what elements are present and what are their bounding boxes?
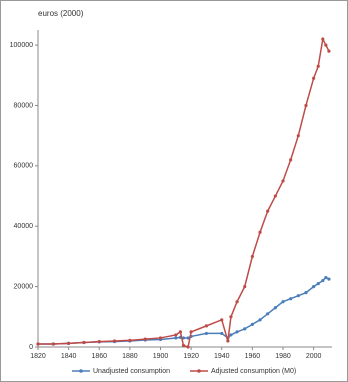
point bbox=[128, 338, 132, 342]
point bbox=[289, 158, 293, 162]
point bbox=[174, 336, 178, 340]
point bbox=[316, 64, 320, 68]
point bbox=[289, 297, 293, 301]
y-tick-label: 0 bbox=[29, 344, 33, 351]
y-tick-label: 60000 bbox=[14, 163, 34, 170]
point bbox=[266, 209, 270, 213]
point bbox=[97, 339, 101, 344]
legend-marker bbox=[79, 369, 83, 373]
x-tick-label: 1960 bbox=[245, 353, 261, 360]
point bbox=[324, 275, 328, 280]
point bbox=[235, 330, 239, 334]
point bbox=[312, 76, 316, 80]
point bbox=[174, 333, 178, 337]
x-tick-label: 1920 bbox=[183, 353, 199, 360]
point bbox=[312, 285, 316, 289]
point bbox=[250, 254, 254, 259]
point bbox=[258, 230, 262, 234]
point bbox=[235, 300, 239, 304]
point bbox=[82, 340, 86, 345]
point bbox=[321, 37, 325, 41]
point bbox=[321, 278, 325, 283]
point bbox=[273, 306, 277, 310]
point bbox=[327, 277, 331, 281]
x-tick-label: 2000 bbox=[306, 353, 322, 360]
point bbox=[273, 194, 277, 198]
y-tick-label: 100000 bbox=[10, 42, 33, 49]
point bbox=[327, 49, 331, 53]
point bbox=[296, 134, 300, 138]
x-tick-label: 1980 bbox=[275, 353, 291, 360]
point bbox=[67, 341, 71, 345]
point bbox=[143, 337, 147, 341]
point bbox=[220, 331, 224, 336]
point bbox=[250, 322, 254, 326]
point bbox=[304, 103, 308, 108]
y-tick-label: 20000 bbox=[14, 283, 34, 290]
point bbox=[243, 327, 247, 331]
point bbox=[281, 300, 285, 304]
x-tick-label: 1940 bbox=[214, 353, 230, 360]
x-tick-label: 1840 bbox=[61, 353, 77, 360]
point bbox=[316, 282, 320, 286]
point bbox=[186, 336, 190, 340]
point bbox=[304, 291, 308, 295]
point bbox=[266, 312, 270, 316]
point bbox=[36, 342, 40, 346]
x-tick-label: 1880 bbox=[122, 353, 138, 360]
y-tick-label: 40000 bbox=[14, 223, 34, 230]
legend-label: Unadjusted consumption bbox=[93, 368, 170, 375]
point bbox=[220, 318, 224, 322]
point bbox=[158, 336, 163, 340]
point bbox=[112, 339, 117, 343]
point bbox=[178, 330, 183, 334]
y-tick-label: 80000 bbox=[14, 102, 34, 109]
point bbox=[243, 285, 247, 289]
point bbox=[204, 324, 209, 328]
point bbox=[258, 318, 262, 322]
chart-title: euros (2000) bbox=[38, 9, 84, 18]
point bbox=[296, 294, 300, 298]
x-tick-label: 1900 bbox=[153, 353, 169, 360]
point bbox=[226, 339, 230, 343]
x-tick-label: 1860 bbox=[91, 353, 107, 360]
legend-marker bbox=[197, 369, 201, 373]
point bbox=[51, 342, 55, 346]
point bbox=[281, 179, 285, 183]
point bbox=[204, 331, 209, 336]
x-tick-label: 1820 bbox=[30, 353, 46, 360]
point bbox=[181, 343, 186, 348]
point bbox=[324, 43, 328, 47]
point bbox=[229, 333, 233, 337]
point bbox=[186, 345, 190, 349]
legend-label: Adjusted consumption (M0) bbox=[211, 368, 296, 375]
point bbox=[189, 330, 193, 334]
point bbox=[229, 315, 233, 319]
